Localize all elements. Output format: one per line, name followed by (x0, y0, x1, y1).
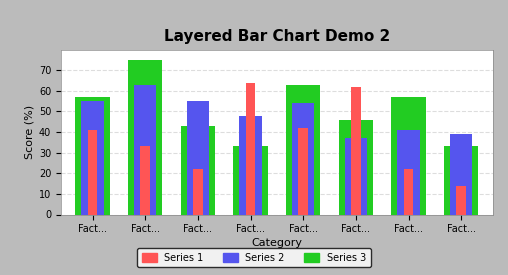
Bar (345, 138, 367, 214)
Bar (286, 85, 321, 214)
Bar (404, 169, 413, 214)
Bar (81, 101, 104, 214)
Bar (292, 103, 314, 214)
Bar (88, 130, 98, 214)
Bar (351, 87, 361, 214)
Bar (339, 120, 373, 214)
Bar (239, 116, 262, 214)
X-axis label: Category: Category (251, 238, 302, 248)
Title: Layered Bar Chart Demo 2: Layered Bar Chart Demo 2 (164, 29, 390, 44)
Y-axis label: Score (%): Score (%) (25, 105, 35, 159)
Bar (397, 130, 420, 214)
Bar (233, 146, 268, 214)
Bar (187, 101, 209, 214)
Bar (246, 82, 256, 214)
Legend: Series 1, Series 2, Series 3: Series 1, Series 2, Series 3 (137, 248, 371, 267)
Bar (450, 134, 472, 214)
Bar (456, 186, 466, 214)
Bar (134, 85, 156, 214)
Bar (141, 146, 150, 214)
Bar (76, 97, 110, 214)
Bar (193, 169, 203, 214)
Bar (181, 126, 215, 214)
Bar (391, 97, 426, 214)
Bar (299, 128, 308, 214)
Bar (444, 146, 478, 214)
Bar (128, 60, 163, 214)
